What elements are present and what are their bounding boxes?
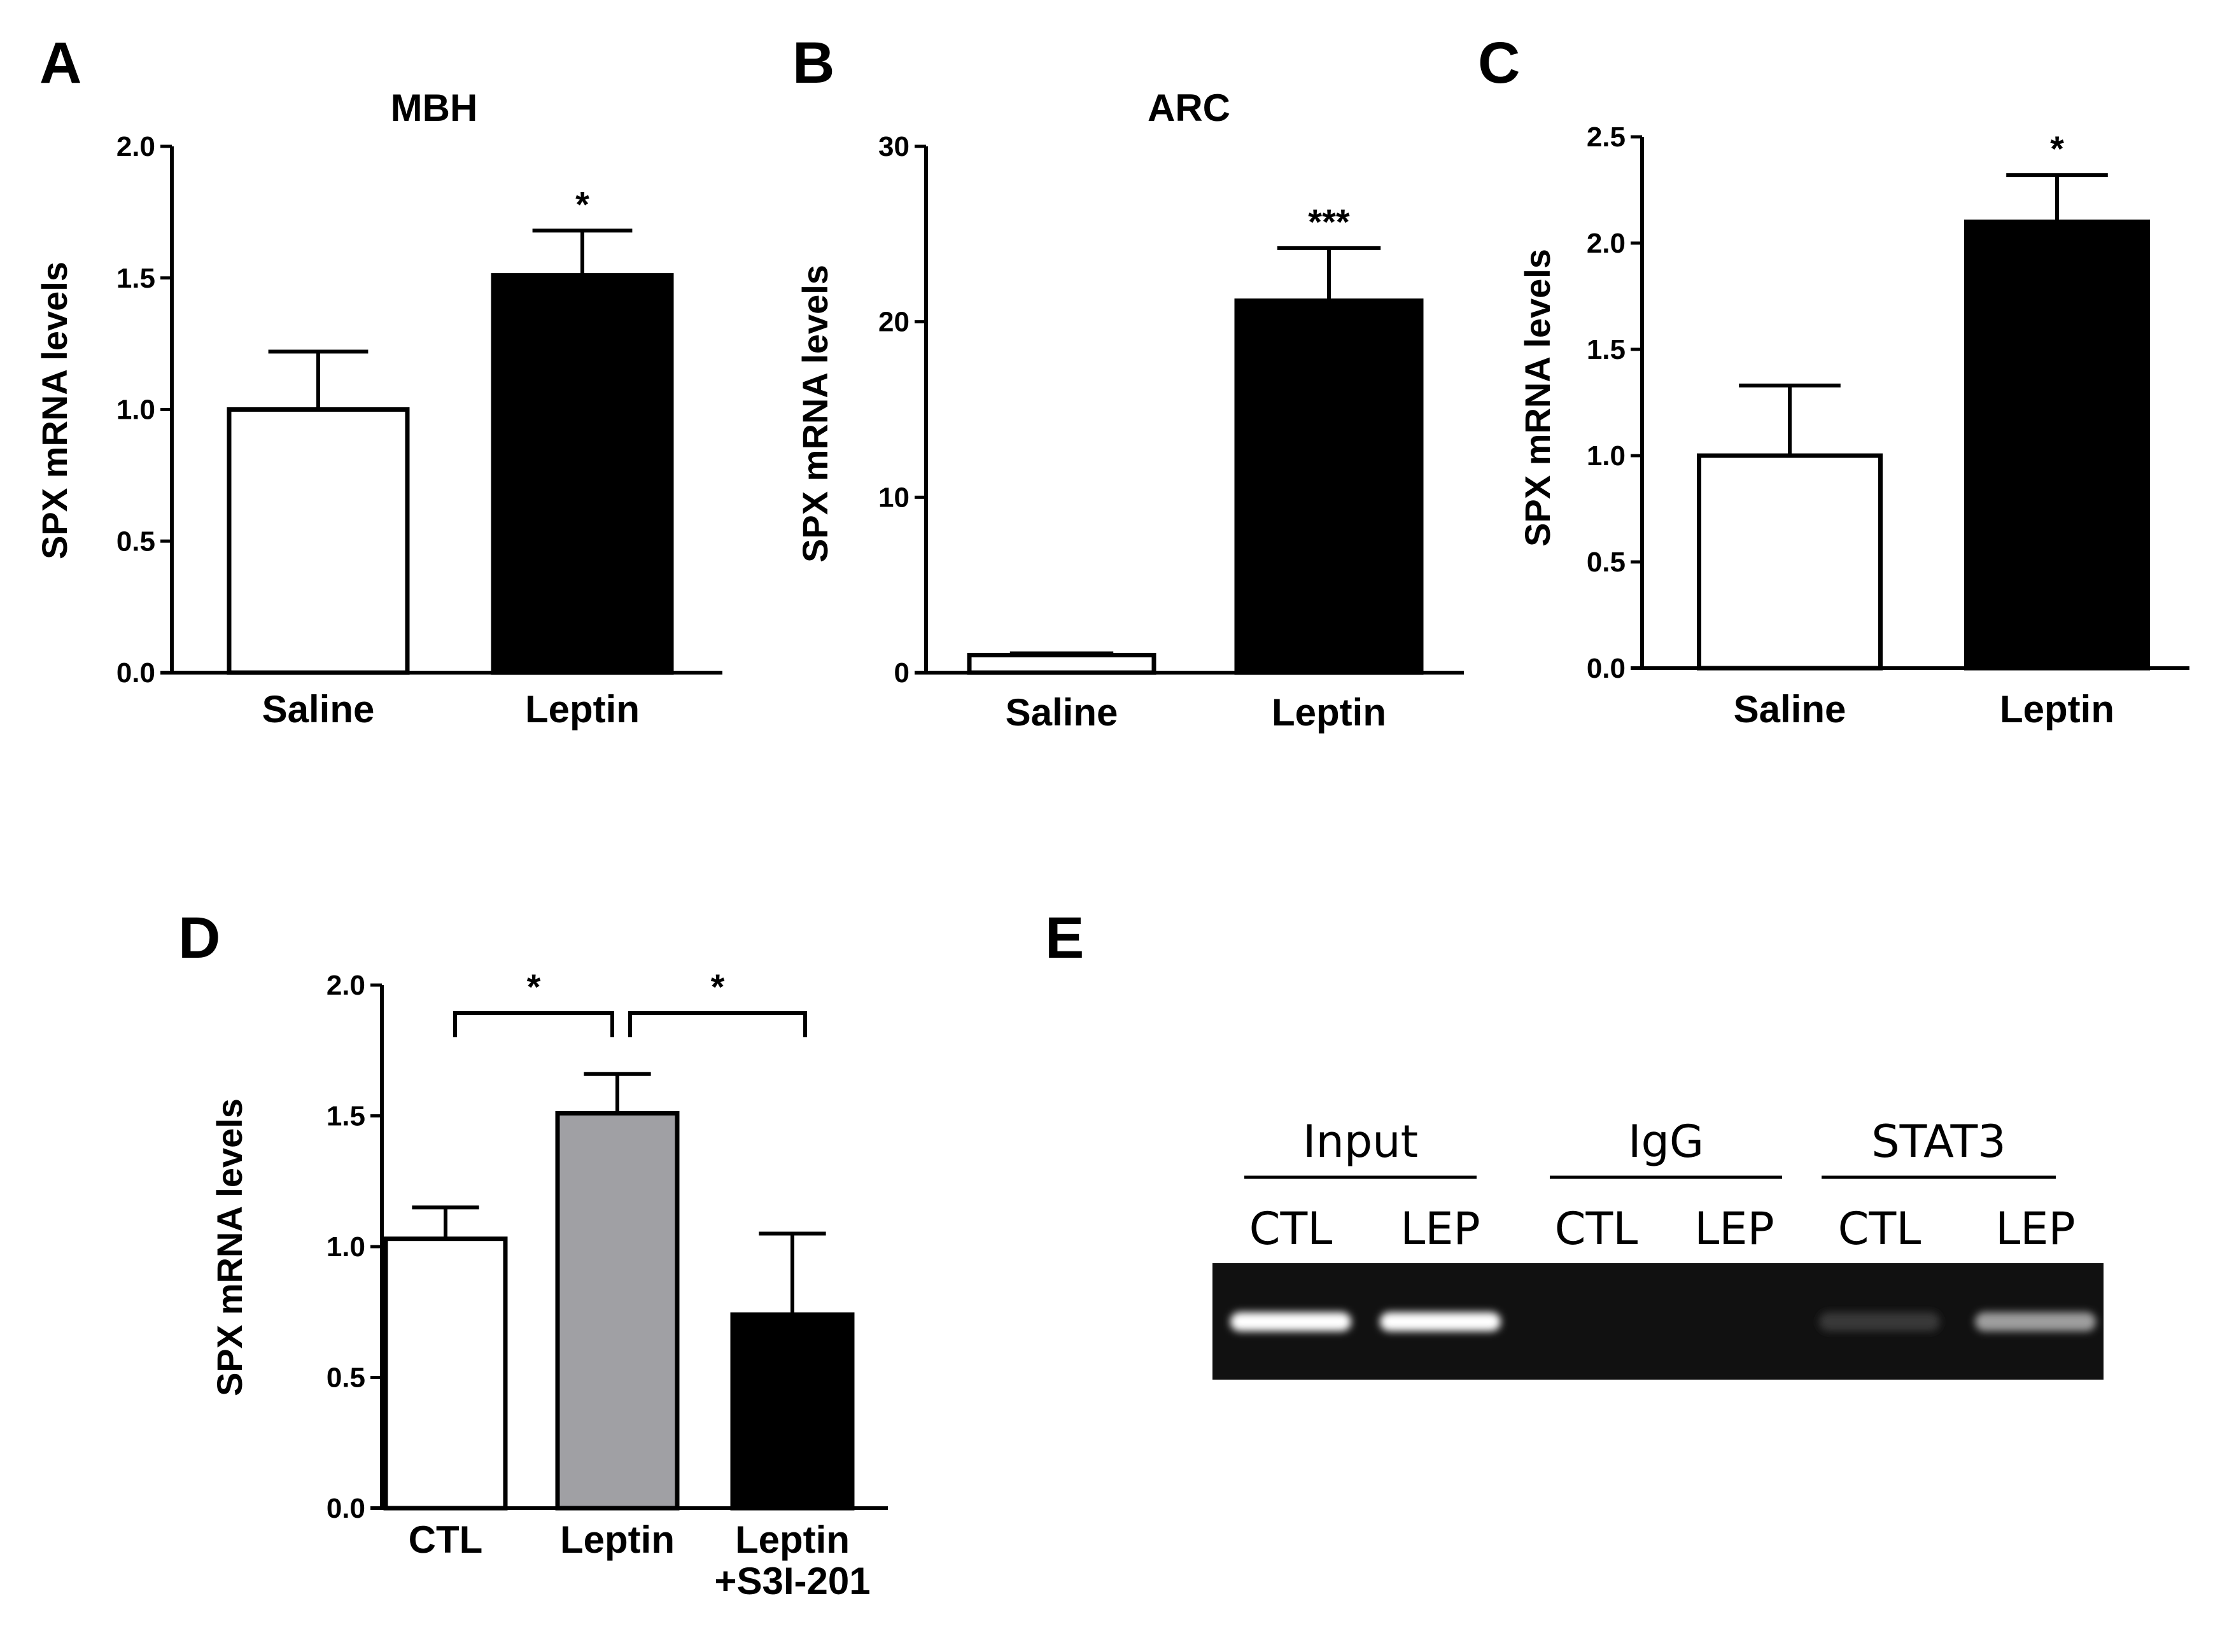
bar-0	[1697, 453, 1883, 671]
chart-panel-a: A MBH 0.0 0.5 1.0 1.5 2.0 SPX mRNA levels Saline…	[34, 31, 722, 731]
chart-panel-b: B ARC 0 10 20 30 SPX mRNA levels Saline Leptin **…	[792, 31, 1464, 734]
bar-1	[1234, 298, 1424, 675]
y-tick-label: 0.0	[116, 657, 155, 689]
significance-label: *	[711, 967, 725, 1007]
category-label: Leptin	[525, 688, 640, 731]
panel-letter: B	[792, 31, 834, 95]
panel-letter: A	[39, 31, 81, 95]
y-tick-label: 20	[878, 307, 910, 338]
y-tick-label: 1.5	[327, 1101, 365, 1132]
charts-layer: A MBH 0.0 0.5 1.0 1.5 2.0 SPX mRNA levels Saline…	[34, 31, 2189, 1602]
significance-label: ***	[1308, 202, 1350, 242]
y-tick-label: 2.0	[327, 970, 365, 1001]
gel-group-label: IgG	[1628, 1116, 1704, 1168]
y-tick-label: 1.5	[1587, 334, 1626, 365]
bar-0	[383, 1236, 508, 1511]
gel-lane-label: CTL	[1838, 1203, 1921, 1255]
bar-1	[1964, 220, 2150, 671]
category-label: Saline	[1006, 691, 1118, 734]
panel-letter: E	[1045, 906, 1084, 970]
gel-group-label: Input	[1303, 1116, 1418, 1168]
gel-group-label: STAT3	[1871, 1116, 2006, 1168]
category-label: Saline	[262, 688, 375, 731]
significance-bracket	[628, 1011, 807, 1037]
y-tick-label: 1.0	[327, 1231, 365, 1263]
gel-band	[1380, 1312, 1501, 1331]
significance-label: *	[575, 184, 589, 224]
category-label: Leptin	[735, 1518, 850, 1561]
y-tick-label: 2.0	[116, 131, 155, 162]
chart-title: ARC	[1148, 87, 1230, 129]
y-axis-label: SPX mRNA levels	[1517, 249, 1557, 547]
y-tick-label: 0	[894, 657, 910, 689]
y-tick-label: 0.5	[116, 526, 155, 557]
category-label: Leptin	[2000, 688, 2114, 731]
bar-2	[730, 1312, 855, 1511]
category-label: CTL	[409, 1518, 483, 1561]
gel-band	[1975, 1312, 2096, 1331]
bar-1	[555, 1110, 680, 1511]
category-label: Leptin	[1272, 691, 1386, 734]
chart-title: MBH	[391, 87, 478, 129]
significance-bracket	[453, 1011, 614, 1037]
gel-lane-label: CTL	[1249, 1203, 1333, 1255]
y-tick-label: 0.0	[1587, 653, 1626, 684]
gel-image	[1212, 1263, 2104, 1380]
category-label: +S3I-201	[714, 1560, 870, 1602]
panel-letter: C	[1478, 31, 1520, 95]
chart-panel-c: C 0.0 0.5 1.0 1.5 2.0 2.5 SPX mRNA levels Saline…	[1478, 31, 2189, 731]
gel-lane-label: LEP	[1400, 1203, 1480, 1255]
category-label: Saline	[1734, 688, 1846, 731]
y-tick-label: 2.0	[1587, 228, 1626, 259]
y-tick-label: 2.5	[1587, 122, 1626, 153]
gel-lane-label: CTL	[1555, 1203, 1638, 1255]
y-tick-label: 1.0	[116, 395, 155, 426]
y-tick-label: 30	[878, 131, 910, 162]
significance-label: *	[527, 967, 541, 1007]
y-tick-label: 0.0	[327, 1493, 365, 1524]
bar-0	[227, 407, 410, 675]
y-axis-label: SPX mRNA levels	[209, 1098, 249, 1396]
gel-band	[1819, 1312, 1940, 1331]
y-tick-label: 10	[878, 482, 910, 513]
category-label: Leptin	[560, 1518, 675, 1561]
gel-band	[1230, 1312, 1351, 1331]
panel-letter: D	[178, 906, 220, 970]
y-tick-label: 1.0	[1587, 440, 1626, 472]
significance-label: *	[2050, 129, 2064, 169]
y-axis-label: SPX mRNA levels	[34, 262, 74, 559]
gel-lane-label: LEP	[1694, 1203, 1774, 1255]
y-tick-label: 0.5	[327, 1362, 365, 1394]
y-tick-label: 1.5	[116, 263, 155, 294]
bar-0	[967, 652, 1156, 675]
gel-lane-label: LEP	[1995, 1203, 2075, 1255]
y-tick-label: 0.5	[1587, 547, 1626, 578]
bar-1	[491, 273, 674, 675]
y-axis-label: SPX mRNA levels	[795, 265, 835, 563]
gel-panel: E Input CTL LEP IgG CTL LEP STAT3 CTL LEP	[1045, 906, 2104, 1380]
chart-panel-d: D 0.0 0.5 1.0 1.5 2.0 SPX mRNA levels CTL Leptin…	[178, 906, 888, 1602]
